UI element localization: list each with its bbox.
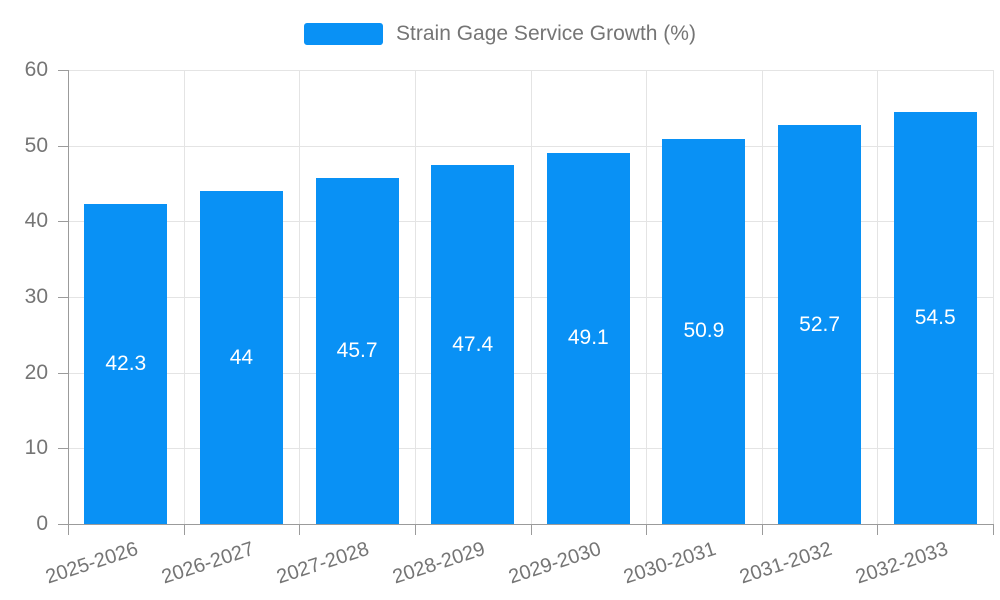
- bar[interactable]: 42.3: [84, 203, 168, 524]
- y-axis-tick: [58, 297, 68, 298]
- bar-value-label: 50.9: [683, 319, 725, 343]
- gridline-vertical: [183, 70, 185, 524]
- y-axis-tick: [58, 448, 68, 450]
- bar[interactable]: 44: [199, 191, 283, 524]
- x-axis-tick: [414, 524, 416, 535]
- bar-value-label: 54.5: [914, 305, 956, 329]
- bar-value-label: 47.4: [452, 332, 494, 356]
- x-axis-tick: [183, 524, 185, 535]
- x-axis-tick: [761, 524, 763, 535]
- x-axis-tick: [993, 524, 994, 535]
- x-axis-category-label: 2025-2026: [43, 537, 141, 589]
- y-axis-tick-label: 30: [24, 285, 48, 308]
- bar[interactable]: 47.4: [431, 165, 515, 524]
- bar-value-label: 49.1: [567, 326, 609, 350]
- x-axis-category-label: 2032-2033: [852, 537, 951, 589]
- gridline-vertical: [299, 70, 301, 524]
- x-axis-category-label: 2028-2029: [390, 537, 488, 589]
- gridline-vertical: [877, 70, 879, 524]
- x-axis-category-label: 2027-2028: [274, 537, 373, 589]
- y-axis-tick: [58, 524, 68, 525]
- y-axis-tick-label: 50: [24, 133, 48, 157]
- y-axis-tick: [58, 372, 68, 374]
- y-axis-tick: [58, 221, 68, 223]
- x-axis-tick: [646, 524, 648, 535]
- chart-legend: Strain Gage Service Growth (%): [0, 22, 1000, 45]
- bar[interactable]: 52.7: [778, 125, 862, 524]
- gridline-vertical: [530, 70, 532, 524]
- y-axis-tick-label: 60: [24, 58, 48, 81]
- x-axis-tick: [530, 524, 532, 535]
- gridline-vertical: [414, 70, 416, 524]
- bar-value-label: 52.7: [799, 312, 841, 336]
- x-axis-category-label: 2031-2032: [736, 537, 835, 589]
- bar-value-label: 45.7: [336, 339, 378, 363]
- bar[interactable]: 45.7: [315, 178, 399, 524]
- bar-value-label: 42.3: [105, 351, 147, 375]
- y-axis-tick: [58, 70, 68, 71]
- y-axis-tick-label: 0: [36, 512, 48, 535]
- gridline-vertical: [761, 70, 763, 524]
- x-axis-line: [68, 524, 993, 525]
- x-axis-category-label: 2029-2030: [505, 537, 604, 589]
- gridline-vertical: [646, 70, 648, 524]
- bar[interactable]: 50.9: [662, 138, 746, 524]
- bar[interactable]: 54.5: [893, 111, 977, 524]
- y-axis-tick-label: 40: [24, 209, 48, 233]
- legend-item[interactable]: Strain Gage Service Growth (%): [304, 22, 696, 45]
- y-axis-tick: [58, 145, 68, 147]
- bar-value-label: 44: [229, 345, 254, 369]
- gridline-vertical: [993, 70, 994, 524]
- bar[interactable]: 49.1: [546, 152, 630, 524]
- x-axis-category-label: 2026-2027: [158, 537, 257, 589]
- y-axis-tick-label: 20: [24, 360, 48, 384]
- x-axis-category-label: 2030-2031: [621, 537, 720, 589]
- x-axis-tick: [877, 524, 879, 535]
- legend-label: Strain Gage Service Growth (%): [396, 22, 696, 45]
- legend-swatch-icon: [304, 22, 384, 45]
- y-axis-line: [68, 70, 69, 535]
- y-axis-tick-label: 10: [24, 436, 48, 460]
- x-axis-tick: [299, 524, 301, 535]
